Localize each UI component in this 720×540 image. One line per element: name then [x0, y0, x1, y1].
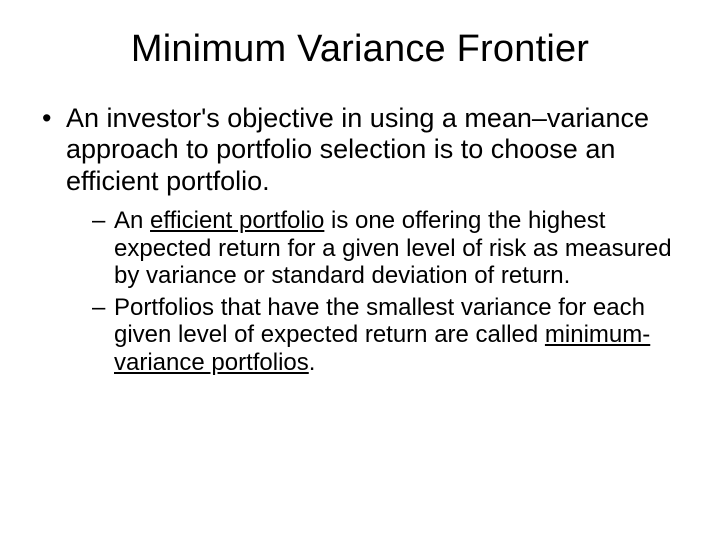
- bullet-item-1: An investor's objective in using a mean–…: [38, 103, 680, 377]
- sub-bullet-1-underline: efficient portfolio: [150, 207, 324, 234]
- bullet-item-1-text: An investor's objective in using a mean–…: [66, 103, 649, 196]
- sub-bullet-2-post: .: [309, 349, 316, 376]
- sub-bullet-1: An efficient portfolio is one offering t…: [92, 207, 680, 290]
- slide: Minimum Variance Frontier An investor's …: [0, 0, 720, 540]
- slide-title: Minimum Variance Frontier: [36, 28, 684, 71]
- sub-bullet-1-pre: An: [114, 207, 150, 234]
- sub-bullet-2: Portfolios that have the smallest varian…: [92, 294, 680, 377]
- bullet-list-level1: An investor's objective in using a mean–…: [36, 103, 684, 377]
- bullet-list-level2: An efficient portfolio is one offering t…: [66, 207, 680, 377]
